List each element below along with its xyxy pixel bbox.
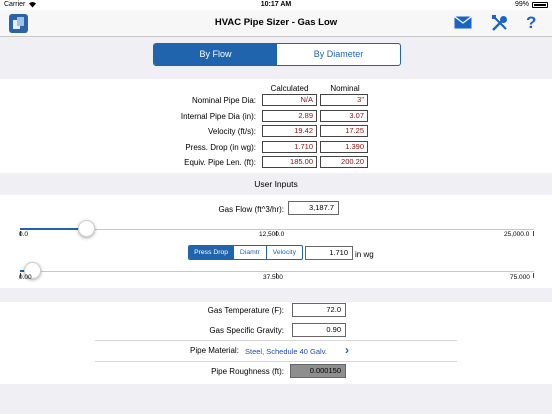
press-drop-max-label: 75.000 <box>510 274 530 281</box>
velocity-nom-value: 17.25 <box>320 125 368 137</box>
press-drop-calc-value: 1.710 <box>262 141 317 153</box>
gas-flow-slider-track <box>20 229 534 230</box>
press-drop-mid-label: 37.500 <box>263 274 283 281</box>
divider-line <box>95 340 457 341</box>
pipe-roughness-input[interactable]: 0.000150 <box>290 364 346 378</box>
tab-by-flow[interactable]: By Flow <box>154 44 277 65</box>
press-drop-tick-min <box>20 273 21 278</box>
user-inputs-header: User Inputs <box>0 173 552 195</box>
mode-press-drop[interactable]: Press Drop <box>189 246 235 259</box>
press-drop-slider-track <box>20 271 534 272</box>
press-drop-tick-max <box>533 273 534 278</box>
tools-icon[interactable] <box>491 14 509 37</box>
nav-bar: HVAC Pipe Sizer - Gas Low ? <box>0 10 552 37</box>
press-drop-nom-value: 1.390 <box>320 141 368 153</box>
press-drop-slider-thumb[interactable] <box>23 262 41 279</box>
app-icon[interactable] <box>9 14 28 33</box>
press-drop-tick-mid <box>276 273 277 278</box>
internal-dia-calc-value: 2.89 <box>262 110 317 122</box>
press-drop-min-label: 0.00 <box>19 274 32 281</box>
gas-temp-input[interactable]: 72.0 <box>292 303 346 317</box>
gas-flow-max-label: 25,000.0 <box>504 231 530 238</box>
press-drop-unit: in wg <box>355 250 374 259</box>
gas-sg-label: Gas Specific Gravity: <box>209 326 284 335</box>
battery-percent: 99% <box>514 1 529 8</box>
carrier-text: Carrier <box>4 1 26 8</box>
press-drop-label: Press. Drop (in wg): <box>185 143 256 152</box>
pipe-material-value[interactable]: Steel, Schedule 40 Galv. <box>245 347 327 356</box>
tab-by-diameter[interactable]: By Diameter <box>313 49 364 59</box>
gas-temp-label: Gas Temperature (F): <box>207 306 284 315</box>
velocity-label: Velocity (ft/s): <box>207 127 256 136</box>
battery-icon <box>532 2 548 8</box>
bottom-panel <box>0 384 552 414</box>
pipe-material-label: Pipe Material: <box>190 346 239 355</box>
chevron-right-icon[interactable]: › <box>345 343 349 357</box>
input-mode-segmented-control: Press Drop Diamtr Velocity <box>188 245 303 260</box>
equiv-len-nom-value: 200.20 <box>320 156 368 168</box>
press-drop-input[interactable]: 1.710 <box>305 246 353 260</box>
mode-segment-panel: By Flow By Diameter <box>0 37 552 79</box>
calculated-column-header: Calculated <box>270 84 309 93</box>
mode-velocity[interactable]: Velocity <box>272 249 297 256</box>
gas-flow-tick-min <box>20 231 21 236</box>
help-icon[interactable]: ? <box>526 13 537 32</box>
user-inputs-title: User Inputs <box>254 179 298 189</box>
gas-flow-input[interactable]: 3,187.7 <box>288 201 339 215</box>
nominal-column-header: Nominal <box>330 84 360 93</box>
wifi-icon <box>28 1 37 10</box>
calc-mode-segmented-control: By Flow By Diameter <box>153 43 401 66</box>
gas-flow-label: Gas Flow (ft^3/hr): <box>218 205 284 214</box>
divider-line <box>95 361 457 362</box>
section-divider <box>0 288 552 302</box>
gas-flow-slider-fill <box>20 228 86 230</box>
nominal-dia-calc-value: N/A <box>262 94 317 106</box>
status-bar: Carrier 10:17 AM 99% <box>0 0 552 10</box>
gas-flow-min-label: 0.0 <box>19 231 29 238</box>
gas-sg-input[interactable]: 0.90 <box>292 323 346 337</box>
gas-flow-mid-label: 12,500.0 <box>259 231 285 238</box>
velocity-calc-value: 19.42 <box>262 125 317 137</box>
gas-flow-tick-mid <box>276 231 277 236</box>
internal-dia-label: Internal Pipe Dia (in): <box>180 112 256 121</box>
pipe-roughness-label: Pipe Roughness (ft): <box>211 367 284 376</box>
internal-dia-nom-value: 3.07 <box>320 110 368 122</box>
gas-flow-tick-max <box>533 231 534 236</box>
gas-flow-slider-thumb[interactable] <box>77 220 95 237</box>
page-title: HVAC Pipe Sizer - Gas Low <box>214 17 338 28</box>
status-time: 10:17 AM <box>260 1 292 8</box>
nominal-dia-label: Nominal Pipe Dia: <box>191 96 256 105</box>
mode-diameter[interactable]: Diamtr <box>234 246 267 259</box>
equiv-len-calc-value: 185.00 <box>262 156 317 168</box>
nominal-dia-nom-value: 3" <box>320 94 368 106</box>
equiv-len-label: Equiv. Pipe Len. (ft): <box>184 158 256 167</box>
mail-icon[interactable] <box>454 16 472 34</box>
